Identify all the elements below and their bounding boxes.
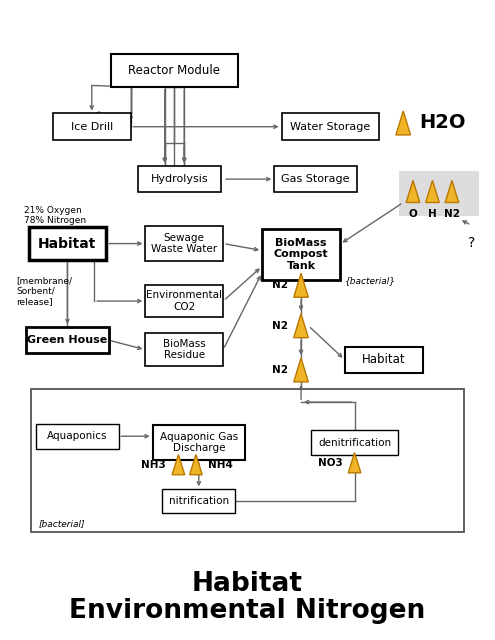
FancyBboxPatch shape xyxy=(311,430,398,455)
Polygon shape xyxy=(348,452,361,473)
Text: H2O: H2O xyxy=(419,113,466,132)
FancyBboxPatch shape xyxy=(282,113,379,140)
FancyBboxPatch shape xyxy=(26,327,109,353)
FancyBboxPatch shape xyxy=(399,171,479,216)
FancyBboxPatch shape xyxy=(138,166,221,193)
Polygon shape xyxy=(426,180,439,202)
Polygon shape xyxy=(172,454,185,475)
FancyBboxPatch shape xyxy=(31,390,464,532)
Text: Ice Drill: Ice Drill xyxy=(71,122,113,132)
Text: N2: N2 xyxy=(444,209,460,219)
FancyBboxPatch shape xyxy=(345,346,423,373)
Text: Environmental
CO2: Environmental CO2 xyxy=(146,291,222,312)
Text: Habitat: Habitat xyxy=(38,237,97,251)
FancyBboxPatch shape xyxy=(53,113,131,140)
FancyBboxPatch shape xyxy=(29,227,106,260)
Text: 21% Oxygen
78% Nitrogen: 21% Oxygen 78% Nitrogen xyxy=(24,206,86,225)
Polygon shape xyxy=(294,314,308,338)
Polygon shape xyxy=(445,180,459,202)
Text: ?: ? xyxy=(468,236,475,250)
FancyBboxPatch shape xyxy=(111,54,238,87)
Text: Aquaponics: Aquaponics xyxy=(47,431,107,441)
Text: Aquaponic Gas
Discharge: Aquaponic Gas Discharge xyxy=(160,432,238,453)
FancyBboxPatch shape xyxy=(146,226,223,261)
Text: Gas Storage: Gas Storage xyxy=(281,174,350,184)
FancyBboxPatch shape xyxy=(274,166,357,193)
Text: Sewage
Waste Water: Sewage Waste Water xyxy=(151,233,217,254)
Text: [bacterial]: [bacterial] xyxy=(38,519,85,528)
Polygon shape xyxy=(406,180,420,202)
Text: H: H xyxy=(428,209,437,219)
Text: Habitat: Habitat xyxy=(362,353,405,366)
Text: BioMass
Compost
Tank: BioMass Compost Tank xyxy=(274,237,328,271)
Text: Environmental Nitrogen: Environmental Nitrogen xyxy=(69,598,426,623)
Text: O: O xyxy=(408,209,417,219)
Text: Hydrolysis: Hydrolysis xyxy=(150,174,208,184)
Text: Water Storage: Water Storage xyxy=(290,122,370,132)
FancyBboxPatch shape xyxy=(146,333,223,366)
Polygon shape xyxy=(190,454,202,475)
Text: BioMass
Residue: BioMass Residue xyxy=(163,339,205,360)
Text: {bacterial}: {bacterial} xyxy=(345,276,396,285)
Text: N2: N2 xyxy=(272,321,288,331)
FancyBboxPatch shape xyxy=(262,229,340,280)
Text: Green House: Green House xyxy=(27,335,107,345)
Text: nitrification: nitrification xyxy=(169,496,229,506)
Polygon shape xyxy=(396,111,410,135)
Text: NH3: NH3 xyxy=(142,460,166,470)
Text: NO3: NO3 xyxy=(318,458,343,468)
Text: Habitat: Habitat xyxy=(192,571,303,597)
Text: NH4: NH4 xyxy=(208,460,233,470)
Text: Reactor Module: Reactor Module xyxy=(129,64,220,77)
FancyBboxPatch shape xyxy=(146,285,223,317)
Text: [membrane/
Sorbent/
release]: [membrane/ Sorbent/ release] xyxy=(16,276,72,306)
FancyBboxPatch shape xyxy=(152,425,245,460)
Text: N2: N2 xyxy=(272,280,288,291)
Polygon shape xyxy=(294,273,308,297)
Text: denitrification: denitrification xyxy=(318,438,391,447)
FancyBboxPatch shape xyxy=(36,424,118,449)
FancyBboxPatch shape xyxy=(162,490,235,513)
Polygon shape xyxy=(294,358,308,382)
Text: N2: N2 xyxy=(272,365,288,375)
